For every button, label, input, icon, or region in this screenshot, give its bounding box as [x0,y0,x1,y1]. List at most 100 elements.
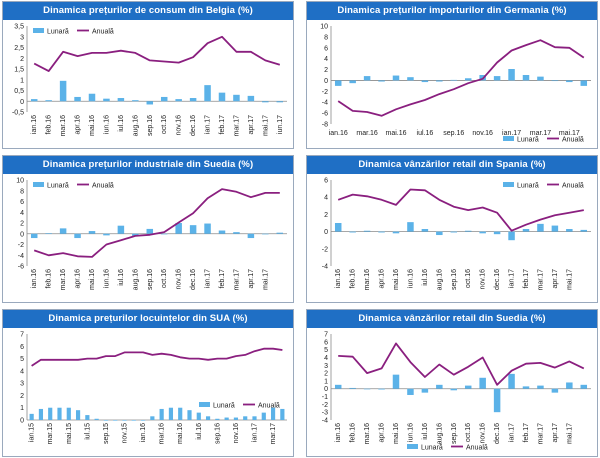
x-tick-label: mar.16 [60,269,67,291]
legend: Lunară Anuală [199,402,280,410]
bar-monthly [159,408,164,420]
x-tick-label: mar.16 [364,269,371,291]
bar-monthly [508,69,515,81]
x-tick-label: iun.16 [103,269,110,288]
chart-title: Dinamica vânzărilor retail din Spania (%… [307,156,597,174]
chart-title: Dinamica prețurilor locuințelor din SUA … [3,310,293,328]
x-tick-label: oct.16 [161,269,168,288]
y-tick-label: 6 [20,344,24,351]
bar-monthly [146,228,154,234]
legend-label-monthly: Lunară [517,183,539,190]
x-tick-label: mai.15 [66,423,73,444]
bar-monthly [493,76,501,81]
legend-label-monthly: Lunară [421,445,443,452]
chart-panel-spania-retail: Dinamica vânzărilor retail din Spania (%… [306,155,598,303]
x-tick-label: dec.16 [190,115,197,136]
x-tick-label: feb.17 [219,115,226,135]
bar-monthly [131,420,136,421]
x-tick-label: mar.16 [356,130,378,137]
chart-title: Dinamica vânzărilor retail din Suedia (%… [307,310,597,328]
bar-monthly [117,98,125,102]
y-tick-label: -4 [322,418,328,425]
x-tick-label: oct.16 [161,115,168,134]
x-tick-label: aug.16 [132,115,139,137]
x-tick-label: apr.16 [75,269,82,289]
x-tick-label: dec.16 [494,269,501,290]
x-tick-label: apr.17 [552,423,559,443]
x-tick-label: mar.17 [233,269,240,291]
x-tick-label: iul.16 [422,269,429,286]
bar-monthly [85,415,90,420]
legend-label-monthly: Lunară [213,403,235,410]
y-tick-label: 0 [324,78,328,85]
bar-monthly [59,228,67,234]
bar-monthly [464,230,472,232]
y-tick-label: 8 [324,34,328,41]
y-tick-label: 0 [20,99,24,106]
bar-monthly [247,233,255,239]
x-tick-label: iun.17 [277,115,284,134]
x-tick-label: ian.16 [329,130,348,137]
y-tick-label: -4 [322,100,328,107]
y-tick-label: 6 [324,178,328,185]
legend-label-annual: Anuală [562,183,584,190]
bar-monthly [276,101,284,103]
bar-monthly [378,80,385,82]
bar-monthly [479,231,486,234]
chart-title: Dinamica prețurilor industriale din Sued… [3,156,293,174]
bar-monthly [45,233,52,234]
chart-plot: -6 -4 -2 0 2 4 6 8 10 ian.16 feb.16 mar.16 apr.16 mai… [16,178,287,291]
legend-label-monthly: Lunară [517,137,539,144]
x-tick-label: sep.16 [147,115,154,136]
bar-monthly [566,229,573,232]
x-tick-label: nov.16 [480,269,487,290]
bar-monthly [175,99,182,102]
bar-monthly [59,80,67,102]
y-tick-label: -8 [322,122,328,129]
bar-monthly [580,80,588,86]
y-tick-label: -3 [322,410,328,417]
bar-monthly [551,225,559,232]
x-tick-label: ian.17 [252,423,259,442]
x-tick-label: iun.16 [103,115,110,134]
bar-monthly [204,85,211,102]
x-tick-label: feb.17 [219,269,226,289]
x-tick-label: iul.15 [84,423,91,440]
y-tick-label: 2 [20,56,24,63]
bar-monthly [349,80,356,84]
bar-monthly [233,94,240,102]
bar-monthly [30,233,38,239]
bar-monthly [522,386,530,389]
bar-monthly [117,225,125,234]
bar-monthly [493,231,501,235]
bar-monthly [392,231,400,234]
y-tick-label: 5 [324,347,328,354]
x-tick-label: ian.16 [335,423,342,442]
legend-swatch-monthly [503,136,514,141]
bar-monthly [150,416,155,420]
x-tick-label: sep.16 [451,269,458,290]
chart-plot: -0,5 0 0,5 1 1,5 2 2,5 3 3,5 ian.16 feb.16 mar.16 ap… [12,24,287,137]
bar-monthly [421,80,429,83]
bar-monthly [205,416,211,420]
bar-monthly [378,231,385,233]
bar-monthly [421,388,429,393]
bar-monthly [407,222,414,232]
bar-monthly [45,100,52,102]
chart-panel-suedia-industriale: Dinamica prețurilor industriale din Sued… [2,155,294,303]
x-tick-label: iul.16 [118,269,125,286]
legend-label-monthly: Lunară [47,29,69,36]
bar-monthly [580,229,588,232]
x-tick-label: mai.16 [177,423,184,444]
x-tick-label: ian.17 [205,115,212,134]
x-tick-label: mar.15 [47,423,54,445]
y-tick-label: 2 [324,67,328,74]
y-tick-label: -2 [322,89,328,96]
bar-monthly [75,410,81,420]
bar-monthly [334,384,342,389]
x-tick-label: ian.17 [509,269,516,288]
bar-monthly [160,96,168,102]
y-tick-label: 4 [324,56,328,63]
x-tick-label: apr.16 [379,269,386,289]
bar-monthly [450,388,458,391]
